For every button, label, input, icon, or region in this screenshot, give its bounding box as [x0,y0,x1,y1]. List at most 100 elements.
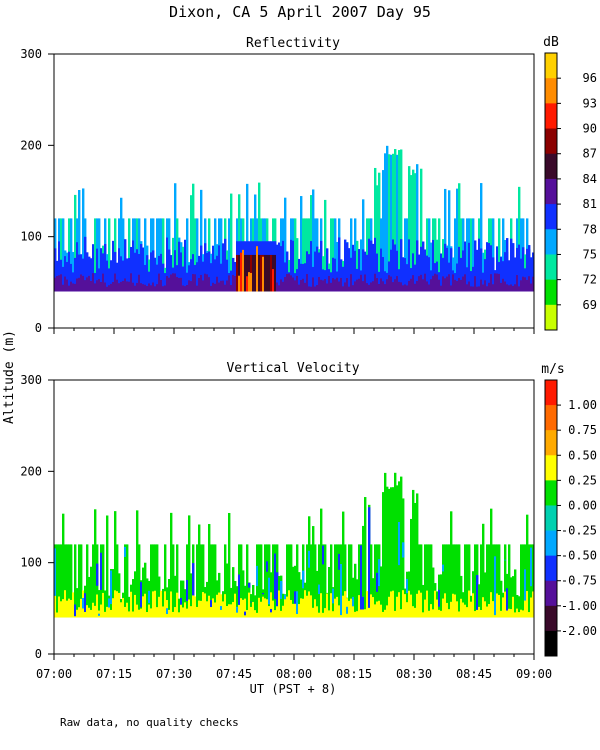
heatmap-cell [526,279,529,292]
heatmap-cell [104,590,107,618]
y-tick-label: 0 [35,647,42,661]
heatmap-cell [126,281,129,292]
heatmap-cell [190,195,193,292]
heatmap-cell [510,238,513,292]
heatmap-cell [266,599,269,618]
heatmap-cell [292,277,295,292]
heatmap-cell [520,609,523,618]
heatmap-cell [268,606,271,618]
heatmap-cell [302,263,305,292]
colorbar-swatch [545,304,557,331]
heatmap-cell [350,274,353,292]
heatmap-cell [288,590,291,618]
heatmap-cell [484,601,487,618]
heatmap-cell [172,273,175,292]
heatmap-cell [240,252,243,292]
heatmap-cell [280,279,283,292]
heatmap-cell [466,218,469,292]
heatmap-cell [466,284,469,292]
heatmap-cell [74,283,77,292]
heatmap-cell [344,591,347,618]
reflectivity-colorbar: 96 93 90 87 84 81 78 75 72 69 [544,52,597,331]
heatmap-cell [378,172,381,292]
heatmap-cell [474,544,477,618]
heatmap-cell [142,596,145,618]
heatmap-cell [522,247,525,292]
heatmap-cell [90,566,93,618]
heatmap-cell [480,544,483,618]
heatmap-cell [124,606,127,618]
heatmap-cell [246,609,249,618]
heatmap-cell [346,606,349,614]
heatmap-cell [62,218,65,292]
heatmap-cell [182,580,185,618]
heatmap-cell [514,257,517,292]
heatmap-cell [408,590,411,618]
heatmap-cell [254,610,257,618]
heatmap-cell [428,284,431,292]
heatmap-cell [164,273,167,292]
heatmap-cell [326,283,329,292]
heatmap-cell [230,270,233,292]
heatmap-cell [94,218,97,292]
heatmap-cell [490,245,493,292]
heatmap-cell [526,248,529,292]
heatmap-cell [264,254,267,292]
heatmap-cell [78,190,81,292]
colorbar-label: 72 [583,273,597,287]
heatmap-cell [140,608,143,618]
heatmap-cell [396,154,399,292]
heatmap-cell [120,602,123,618]
heatmap-cell [234,276,237,292]
heatmap-cell [124,544,127,618]
heatmap-cell [412,275,415,292]
heatmap-cell [236,254,239,292]
heatmap-cell [264,598,267,618]
heatmap-cell [242,249,245,292]
heatmap-cell [418,276,421,292]
heatmap-cell [248,592,251,618]
heatmap-cell [318,276,321,292]
heatmap-cell [298,284,301,292]
heatmap-cell [292,240,295,292]
heatmap-cell [170,591,173,618]
heatmap-cell [114,273,117,292]
heatmap-cell [368,238,371,292]
heatmap-cell [422,279,425,292]
heatmap-cell [358,544,361,618]
heatmap-cell [456,263,459,292]
heatmap-cell [214,259,217,292]
heatmap-cell [446,602,449,618]
heatmap-cell [410,278,413,292]
heatmap-cell [190,606,193,618]
heatmap-cell [504,544,507,618]
heatmap-cell [454,544,457,618]
heatmap-cell [316,246,319,292]
heatmap-cell [290,544,293,618]
heatmap-cell [392,282,395,292]
heatmap-cell [110,283,113,292]
heatmap-cell [428,218,431,292]
heatmap-cell [98,590,101,618]
heatmap-cell [142,247,145,292]
heatmap-cell [114,511,117,618]
heatmap-cell [380,248,383,292]
heatmap-cell [184,602,187,618]
heatmap-cell [314,544,317,618]
heatmap-cell [242,570,245,618]
heatmap-cell [268,254,271,292]
heatmap-cell [256,565,259,587]
heatmap-cell [426,281,429,292]
heatmap-cell [318,612,321,618]
heatmap-cell [160,590,163,618]
heatmap-cell [60,544,63,618]
heatmap-cell [148,271,151,292]
heatmap-cell [162,588,165,618]
heatmap-cell [110,570,113,605]
heatmap-cell [386,486,389,618]
heatmap-cell [528,245,531,292]
heatmap-cell [94,272,97,292]
heatmap-cell [302,218,305,292]
heatmap-cell [190,573,193,618]
heatmap-cell [172,544,175,618]
